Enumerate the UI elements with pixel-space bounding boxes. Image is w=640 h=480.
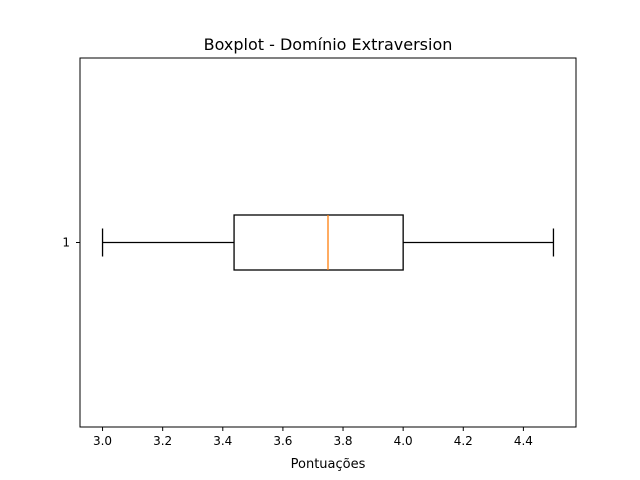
x-tick-label: 4.0 [394,434,413,448]
y-axis-ticks: 1 [62,236,80,250]
box-group [101,214,555,271]
x-axis-label: Pontuações [291,457,366,472]
x-tick-label: 4.2 [454,434,473,448]
x-tick-label: 3.8 [333,434,352,448]
iqr-box [233,214,404,271]
x-tick-label: 3.6 [273,434,292,448]
x-tick-label: 4.4 [514,434,533,448]
chart-title: Boxplot - Domínio Extraversion [204,35,453,54]
x-tick-label: 3.0 [93,434,112,448]
x-axis-ticks: 3.0 3.2 3.4 3.6 3.8 4.0 4.2 4.4 [93,427,533,448]
x-tick-label: 3.4 [213,434,232,448]
y-tick-label: 1 [62,236,70,250]
x-tick-label: 3.2 [153,434,172,448]
